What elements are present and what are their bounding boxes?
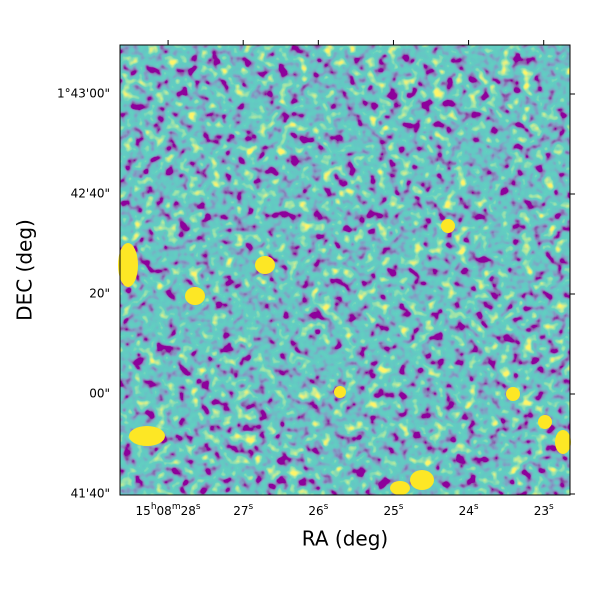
y-tick-label: 41'40" [71, 487, 110, 501]
x-tick-label: 24s [459, 502, 479, 518]
x-tick-label: 27s [233, 502, 253, 518]
x-tick-label: 25s [383, 502, 403, 518]
y-tick-label: 1°43'00" [57, 87, 110, 101]
y-tick-label: 42'40" [71, 187, 110, 201]
y-tick-label: 00" [89, 387, 110, 401]
y-axis-label: DEC (deg) [13, 219, 37, 321]
x-tick-label: 15h08m28s [136, 502, 201, 518]
y-tick-label: 20" [89, 287, 110, 301]
frame [119, 44, 571, 496]
x-axis-label: RA (deg) [302, 527, 388, 551]
x-tick-label: 26s [308, 502, 328, 518]
image [120, 45, 570, 495]
x-tick-label: 23s [534, 502, 554, 518]
blobs [118, 219, 571, 495]
